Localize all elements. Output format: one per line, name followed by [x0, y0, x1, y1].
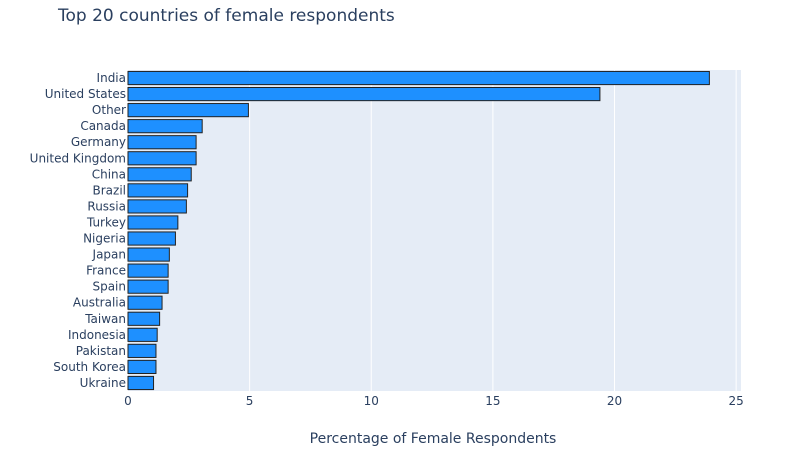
y-tick-label: Turkey	[86, 215, 126, 229]
y-tick-label: Ukraine	[80, 376, 126, 390]
bar-pakistan[interactable]	[127, 343, 157, 358]
bar-brazil[interactable]	[127, 183, 189, 198]
bar-canada[interactable]	[127, 119, 203, 134]
x-tick-label: 10	[364, 394, 379, 408]
chart-title: Top 20 countries of female respondents	[57, 6, 395, 26]
y-tick-label: Russia	[87, 199, 126, 213]
y-tick-label: Japan	[92, 248, 126, 262]
bar-indonesia[interactable]	[127, 327, 158, 342]
bar-south-korea[interactable]	[127, 359, 157, 375]
y-tick-label: Other	[92, 103, 126, 117]
x-axis-title: Percentage of Female Respondents	[310, 431, 557, 447]
bar-china[interactable]	[127, 167, 192, 182]
bar-australia[interactable]	[127, 295, 163, 310]
y-tick-label: France	[86, 264, 126, 278]
y-tick-label: United States	[45, 87, 126, 101]
y-tick-label: Nigeria	[83, 232, 126, 246]
bar-taiwan[interactable]	[127, 311, 161, 326]
bar-united-states[interactable]	[127, 86, 601, 102]
x-tick-label: 20	[607, 394, 622, 408]
bar-germany[interactable]	[127, 135, 197, 150]
x-tick-labels: 0 5 10 15 20 25	[124, 394, 744, 408]
bar-turkey[interactable]	[127, 215, 179, 230]
y-tick-label: South Korea	[53, 360, 126, 374]
x-tick-label: 0	[124, 394, 132, 408]
bar-nigeria[interactable]	[127, 231, 176, 246]
y-tick-label: Indonesia	[68, 328, 126, 342]
bar-india[interactable]	[127, 70, 710, 86]
y-tick-label: Spain	[92, 280, 126, 294]
bar-russia[interactable]	[127, 199, 187, 214]
y-tick-label: China	[92, 167, 126, 181]
y-tick-label: Brazil	[93, 183, 127, 197]
y-tick-label: Australia	[73, 296, 126, 310]
bar-spain[interactable]	[127, 279, 169, 294]
x-tick-label: 15	[485, 394, 500, 408]
bar-japan[interactable]	[127, 247, 170, 262]
y-tick-label: Pakistan	[76, 344, 126, 358]
bar-other[interactable]	[127, 103, 249, 118]
x-tick-label: 25	[728, 394, 743, 408]
bar-united-kingdom[interactable]	[127, 151, 197, 166]
y-tick-labels: India United States Other Canada Germany Unit…	[30, 71, 126, 390]
y-tick-label: Canada	[80, 119, 126, 133]
y-tick-label: Taiwan	[84, 312, 126, 326]
y-tick-label: United Kingdom	[30, 151, 126, 165]
bars	[127, 70, 710, 391]
x-tick-label: 5	[246, 394, 254, 408]
y-tick-label: Germany	[71, 135, 126, 149]
plot-background	[128, 70, 741, 391]
bar-ukraine[interactable]	[127, 375, 155, 391]
y-tick-label: India	[97, 71, 126, 85]
bar-france[interactable]	[127, 263, 169, 278]
grid-lines	[249, 70, 737, 391]
